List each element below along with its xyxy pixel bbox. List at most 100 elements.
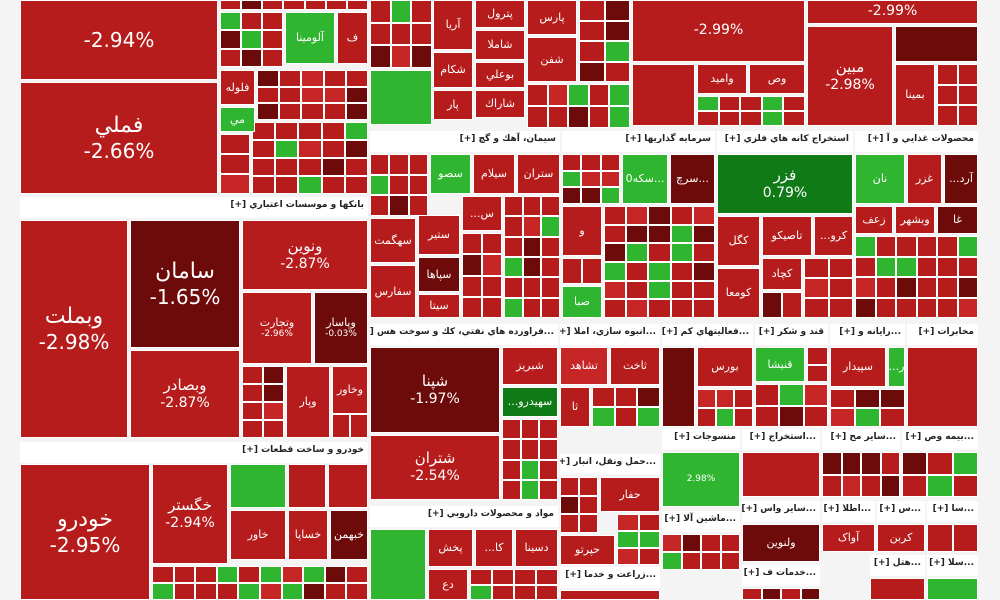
stock-change: -2.94% xyxy=(83,27,155,52)
stock-tile: شكام xyxy=(433,52,473,88)
stock-tile xyxy=(715,389,735,408)
stock-tile xyxy=(600,187,620,204)
stock-tile xyxy=(626,280,649,300)
stock-tile xyxy=(260,583,282,600)
stock-tile xyxy=(502,419,521,440)
stock-tile xyxy=(692,224,715,244)
stock-name: شاملا xyxy=(487,38,513,52)
stock-tile xyxy=(670,224,693,244)
sector-header: خودرو و ساخت قطعات [+] xyxy=(20,442,368,463)
stock-tile xyxy=(740,111,762,126)
stock-tile xyxy=(803,405,828,427)
stock-tile xyxy=(370,154,390,175)
stock-tile xyxy=(527,84,548,106)
stock-tile xyxy=(828,278,853,298)
stock-tile xyxy=(390,0,412,23)
stock-tile xyxy=(855,277,876,298)
stock-name: شفن xyxy=(540,52,564,66)
stock-tile: -2.99% xyxy=(807,0,978,24)
stock-tile: ...آرد xyxy=(944,154,978,204)
sector-header: منسوجات [+] xyxy=(662,429,740,450)
stock-name: پترول xyxy=(487,7,513,21)
stock-name: غزر xyxy=(915,172,934,186)
stock-tile xyxy=(536,569,558,585)
stock-tile xyxy=(648,206,671,225)
stock-tile xyxy=(895,26,978,62)
stock-tile xyxy=(648,280,671,300)
stock-tile xyxy=(581,187,601,204)
stock-tile xyxy=(301,103,324,120)
stock-name: كومعا xyxy=(725,286,752,300)
stock-tile xyxy=(522,236,542,257)
stock-tile xyxy=(408,195,428,216)
stock-tile xyxy=(263,366,284,384)
stock-tile xyxy=(275,158,299,176)
stock-tile xyxy=(279,70,302,87)
stock-name: سفارس xyxy=(374,284,412,298)
stock-name: زعف xyxy=(862,213,886,227)
stock-tile xyxy=(804,258,829,278)
stock-name: شكام xyxy=(440,63,466,77)
stock-tile xyxy=(323,103,346,120)
stock-name: خاور xyxy=(247,528,269,542)
stock-change: -0.03% xyxy=(325,329,357,340)
stock-tile xyxy=(568,106,589,128)
stock-tile xyxy=(662,552,682,570)
stock-tile xyxy=(522,257,542,278)
stock-tile xyxy=(562,170,582,188)
stock-tile xyxy=(692,280,715,300)
stock-tile xyxy=(692,243,715,262)
stock-tile xyxy=(370,195,390,216)
stock-name: دع xyxy=(442,577,454,591)
stock-tile: و xyxy=(562,206,602,256)
stock-tile xyxy=(670,299,693,318)
stock-tile xyxy=(238,583,260,600)
stock-change: -2.99% xyxy=(693,22,744,39)
stock-tile xyxy=(697,389,716,408)
stock-tile xyxy=(626,224,649,244)
sector-header: ...سا [+] xyxy=(927,501,978,522)
stock-name: ستير xyxy=(428,228,450,242)
stock-tile xyxy=(241,0,263,10)
stock-tile: بمينا xyxy=(895,64,935,126)
stock-tile xyxy=(462,296,482,318)
stock-tile xyxy=(482,233,502,255)
stock-tile: بوعلي xyxy=(475,62,525,88)
stock-tile: شفن xyxy=(527,37,577,82)
stock-tile xyxy=(916,277,937,298)
stock-tile: قنيشا xyxy=(755,347,805,382)
stock-tile xyxy=(522,297,542,318)
stock-change: -2.98% xyxy=(38,330,110,355)
stock-tile xyxy=(896,277,917,298)
stock-tile xyxy=(952,474,978,497)
stock-tile xyxy=(241,30,262,49)
stock-tile xyxy=(742,588,762,600)
stock-tile: سفارس xyxy=(370,265,416,318)
stock-tile xyxy=(298,122,322,140)
stock-tile xyxy=(344,140,368,158)
stock-tile xyxy=(720,534,740,552)
stock-tile xyxy=(648,224,671,244)
stock-name: تاصيكو xyxy=(771,229,803,243)
stock-name: سكه0... xyxy=(625,172,665,186)
stock-tile xyxy=(408,154,428,175)
stock-name: ...س xyxy=(470,206,494,220)
stock-tile xyxy=(742,452,820,497)
stock-tile xyxy=(804,298,829,318)
stock-tile xyxy=(288,464,326,508)
stock-tile: مي xyxy=(220,107,255,132)
stock-tile xyxy=(807,364,828,382)
stock-tile xyxy=(779,384,804,406)
stock-tile xyxy=(637,387,660,407)
stock-tile xyxy=(470,584,492,600)
stock-tile: ثاخت xyxy=(610,347,660,385)
stock-tile xyxy=(252,176,276,194)
stock-tile xyxy=(520,459,540,480)
stock-tile: سپاها xyxy=(418,257,460,292)
stock-tile xyxy=(581,154,601,171)
stock-tile: وص xyxy=(749,64,805,94)
stock-tile xyxy=(855,389,880,408)
stock-tile xyxy=(298,140,322,158)
stock-tile xyxy=(937,236,958,257)
stock-tile: آريا xyxy=(433,0,473,50)
